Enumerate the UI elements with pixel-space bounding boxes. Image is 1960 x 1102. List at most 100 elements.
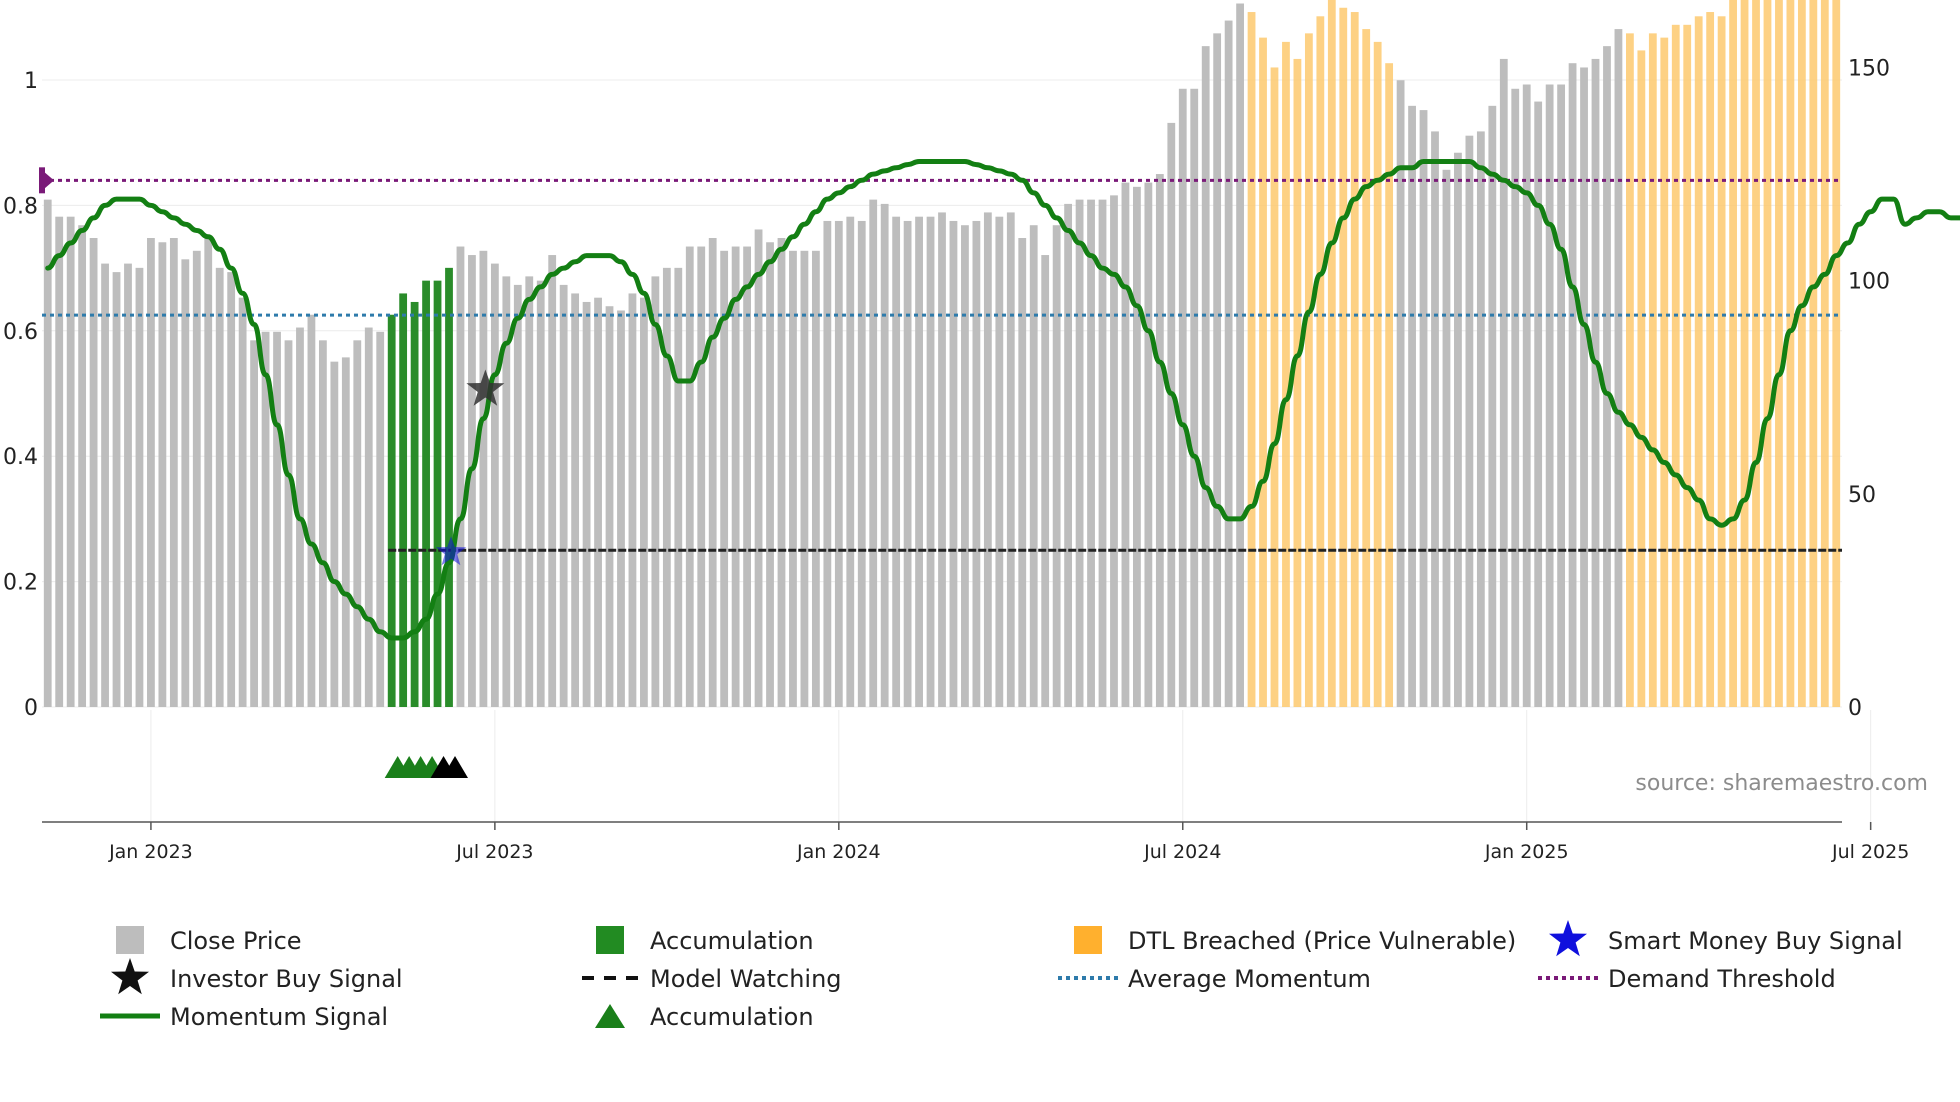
dtl-breached-bar — [1304, 33, 1313, 708]
close-price-bar — [1454, 152, 1462, 707]
close-price-bar — [1511, 88, 1520, 707]
close-price-bar — [1499, 58, 1508, 707]
close-price-bar — [1431, 131, 1439, 707]
momentum-signal-line — [45, 159, 1960, 641]
close-price-bar — [536, 280, 545, 707]
accumulation-triangle — [442, 756, 469, 778]
close-price-bar — [972, 220, 981, 708]
legend-triangle — [595, 1004, 625, 1028]
close-price-bar — [250, 340, 258, 707]
close-price-bar — [1087, 199, 1095, 708]
close-price-bar — [284, 340, 293, 707]
close-price-bar — [548, 255, 557, 707]
close-price-bar — [995, 216, 1004, 707]
close-price-bar — [926, 216, 935, 707]
close-price-bar — [800, 250, 809, 707]
dtl-breached-bar — [1740, 0, 1749, 707]
close-price-bar — [811, 250, 820, 707]
legend-square — [1074, 926, 1102, 954]
close-price-bar — [754, 229, 763, 707]
dtl-breached-bar — [1671, 24, 1680, 708]
legend-label: DTL Breached (Price Vulnerable) — [1128, 927, 1516, 955]
left-tick-label: 0.2 — [3, 571, 38, 596]
legend-label: Momentum Signal — [170, 1003, 388, 1031]
close-price-bar — [525, 276, 534, 707]
reference-lines — [39, 167, 1842, 552]
close-price-bar — [720, 250, 729, 707]
smart-money-buy-signal-star — [435, 536, 467, 566]
close-price-bar — [169, 238, 178, 707]
dtl-breached-bar — [1706, 12, 1715, 707]
close-price-bar — [1614, 29, 1623, 708]
dtl-breached-bar — [1385, 63, 1394, 707]
close-price-bar — [273, 331, 281, 707]
close-price-bar — [1075, 199, 1084, 708]
right-tick-label: 50 — [1848, 483, 1876, 508]
close-price-bar — [697, 246, 706, 708]
legend: Close Price Accumulation DTL Breached (Pri… — [100, 920, 1903, 1031]
close-price-bar — [502, 276, 511, 707]
close-price-bar — [1557, 84, 1566, 707]
left-tick-label: 0.8 — [3, 194, 38, 219]
right-tick-label: 100 — [1848, 270, 1890, 295]
close-price-bar — [1545, 84, 1554, 707]
close-price-bar — [112, 272, 121, 707]
close-price-bar — [640, 297, 648, 707]
close-price-bar — [1224, 20, 1233, 707]
close-price-bar — [1236, 3, 1244, 708]
close-price-bar — [1110, 195, 1118, 708]
close-price-bar — [571, 293, 580, 707]
legend-label: Smart Money Buy Signal — [1608, 927, 1903, 955]
close-price-bar — [1419, 110, 1428, 707]
close-price-bar — [594, 297, 602, 707]
close-price-bar — [1098, 199, 1107, 708]
close-price-bar — [1442, 169, 1451, 708]
close-price-bar — [1064, 203, 1073, 707]
close-price-bar — [1201, 46, 1210, 708]
legend-label: Accumulation — [650, 927, 814, 955]
close-price-bar — [1396, 80, 1405, 708]
close-price-bar — [1041, 255, 1050, 707]
close-price-bar — [915, 216, 923, 707]
close-price-bar — [318, 340, 327, 707]
close-price-bar — [341, 357, 350, 707]
close-price-bar — [846, 216, 855, 707]
source-annotation: source: sharemaestro.com — [1635, 771, 1928, 796]
close-price-bar — [903, 220, 912, 708]
accumulation-bar — [445, 267, 453, 707]
left-tick-label: 1 — [24, 69, 38, 94]
close-price-bar — [559, 284, 568, 707]
close-price-bar — [135, 267, 144, 707]
legend-square — [116, 926, 144, 954]
close-price-bar — [158, 242, 167, 708]
dtl-breached-bar — [1832, 0, 1841, 708]
close-price-bar — [685, 246, 694, 708]
dtl-breached-bar — [1350, 12, 1359, 707]
right-tick-label: 150 — [1848, 56, 1890, 81]
dtl-breached-bar — [1293, 58, 1302, 707]
investor-buy-signal-star — [466, 369, 505, 406]
close-price-bar — [1213, 33, 1222, 708]
dtl-breached-bar — [1694, 16, 1703, 707]
close-price-bar — [1190, 88, 1199, 707]
close-price-bar — [307, 314, 316, 707]
close-price-bar — [961, 225, 969, 707]
close-price-bar — [789, 250, 797, 707]
dtl-breached-bar — [1660, 37, 1669, 707]
close-price-bar — [605, 306, 614, 707]
dtl-breached-bar — [1763, 0, 1772, 707]
close-price-bar — [731, 246, 740, 708]
close-price-bar — [456, 246, 465, 708]
close-price-bar — [124, 263, 132, 707]
left-tick-label: 0.4 — [3, 445, 38, 470]
close-price-bar — [1155, 174, 1164, 708]
legend-square — [596, 926, 624, 954]
close-price-bar — [777, 238, 786, 707]
legend-label: Model Watching — [650, 965, 842, 993]
close-price-bar — [1018, 238, 1027, 707]
close-price-bar — [1121, 182, 1130, 707]
dtl-breached-bar — [1637, 50, 1646, 708]
close-price-bar — [1178, 88, 1187, 707]
close-price-bar — [181, 259, 190, 707]
x-tick-label: Jul 2025 — [1831, 841, 1909, 863]
